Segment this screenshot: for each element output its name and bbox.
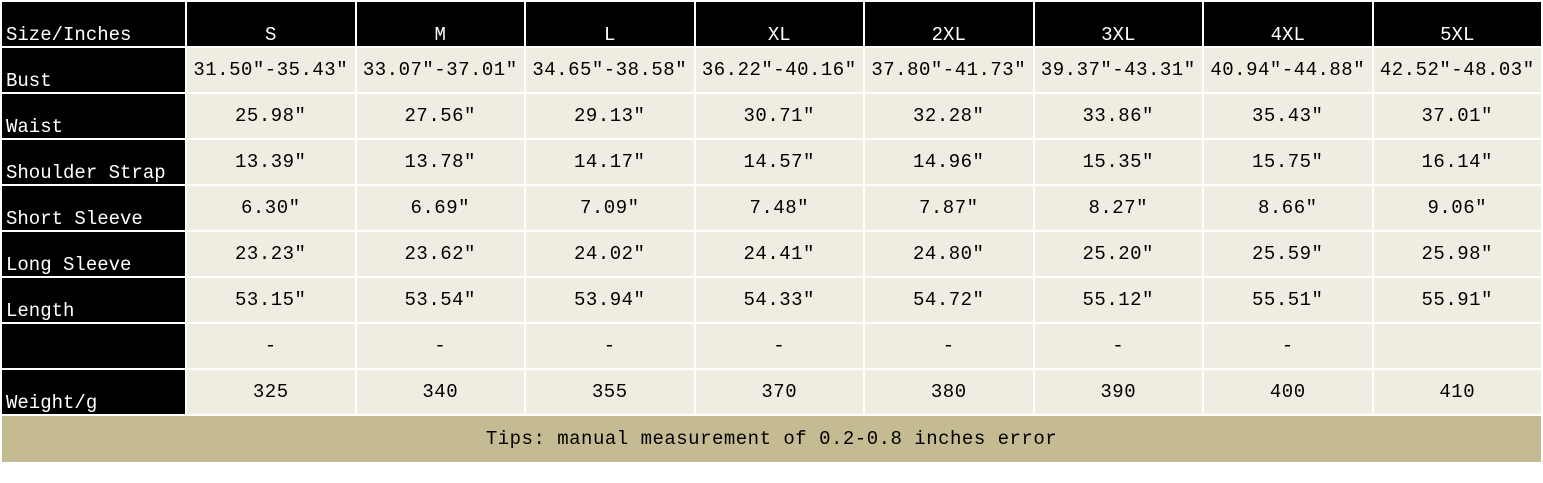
table-cell: 32.28″ bbox=[863, 92, 1035, 140]
table-cell: 24.02″ bbox=[524, 230, 696, 278]
table-cell: - bbox=[185, 322, 357, 370]
size-header: 2XL bbox=[863, 0, 1035, 48]
table-row: ------- bbox=[0, 322, 1543, 370]
table-cell: 355 bbox=[524, 368, 696, 416]
row-label: Shoulder Strap bbox=[0, 138, 187, 186]
table-cell: 370 bbox=[693, 368, 865, 416]
table-cell: 30.71″ bbox=[693, 92, 865, 140]
size-header: M bbox=[354, 0, 526, 48]
table-cell: 400 bbox=[1202, 368, 1374, 416]
table-cell: - bbox=[863, 322, 1035, 370]
table-cell: 390 bbox=[1032, 368, 1204, 416]
table-cell: 54.72″ bbox=[863, 276, 1035, 324]
table-row: Bust 31.50″-35.43″ 33.07″-37.01″ 34.65″-38.… bbox=[0, 46, 1543, 94]
table-row: Length 53.15″ 53.54″ 53.94″ 54.33″ 54.72″ 55.1… bbox=[0, 276, 1543, 324]
table-cell: 13.78″ bbox=[354, 138, 526, 186]
table-cell: 24.41″ bbox=[693, 230, 865, 278]
table-cell: 25.59″ bbox=[1202, 230, 1374, 278]
tips: Tips: manual measurement of 0.2-0.8 inch… bbox=[0, 414, 1543, 464]
table-cell: 25.98″ bbox=[1371, 230, 1543, 278]
table-row: Weight/g 325 340 355 370 380 390 400 410 bbox=[0, 368, 1543, 416]
row-label bbox=[0, 322, 187, 370]
table-cell: 55.51″ bbox=[1202, 276, 1374, 324]
table-row: Long Sleeve 23.23″ 23.62″ 24.02″ 24.41″ 24.80… bbox=[0, 230, 1543, 278]
tips-row: Tips: manual measurement of 0.2-0.8 inch… bbox=[0, 414, 1543, 464]
table-cell: - bbox=[524, 322, 696, 370]
table-cell: 29.13″ bbox=[524, 92, 696, 140]
table-cell: 15.75″ bbox=[1202, 138, 1374, 186]
table-cell: 23.23″ bbox=[185, 230, 357, 278]
size-header: S bbox=[185, 0, 357, 48]
table-cell: 7.09″ bbox=[524, 184, 696, 232]
size-table: Size/Inches S M L XL 2XL 3XL 4XL 5XL Bust 31.50″-3… bbox=[0, 0, 1543, 464]
row-label: Short Sleeve bbox=[0, 184, 187, 232]
table-cell: 8.66″ bbox=[1202, 184, 1374, 232]
table-row: Shoulder Strap 13.39″ 13.78″ 14.17″ 14.57″ 14… bbox=[0, 138, 1543, 186]
table-cell: 14.17″ bbox=[524, 138, 696, 186]
table-cell: 33.07″-37.01″ bbox=[354, 46, 526, 94]
table-cell: 14.57″ bbox=[693, 138, 865, 186]
table-cell: 410 bbox=[1371, 368, 1543, 416]
table-cell: 42.52″-48.03″ bbox=[1371, 46, 1543, 94]
table-cell: 8.27″ bbox=[1032, 184, 1204, 232]
table-cell: 25.20″ bbox=[1032, 230, 1204, 278]
table-cell: 23.62″ bbox=[354, 230, 526, 278]
table-cell: 31.50″-35.43″ bbox=[185, 46, 357, 94]
table-cell: - bbox=[693, 322, 865, 370]
table-cell: 39.37″-43.31″ bbox=[1032, 46, 1204, 94]
table-cell: 53.54″ bbox=[354, 276, 526, 324]
table-cell: 13.39″ bbox=[185, 138, 357, 186]
table-cell: - bbox=[354, 322, 526, 370]
table-row: Waist 25.98″ 27.56″ 29.13″ 30.71″ 32.28″ 33.86… bbox=[0, 92, 1543, 140]
table-cell: 55.12″ bbox=[1032, 276, 1204, 324]
table-cell: 14.96″ bbox=[863, 138, 1035, 186]
table-cell: - bbox=[1032, 322, 1204, 370]
size-header: XL bbox=[693, 0, 865, 48]
table-cell: 7.87″ bbox=[863, 184, 1035, 232]
table-cell: 55.91″ bbox=[1371, 276, 1543, 324]
table-cell: 53.94″ bbox=[524, 276, 696, 324]
table-cell: 6.69″ bbox=[354, 184, 526, 232]
table-cell: 15.35″ bbox=[1032, 138, 1204, 186]
row-label: Long Sleeve bbox=[0, 230, 187, 278]
table-cell: 380 bbox=[863, 368, 1035, 416]
table-cell: - bbox=[1202, 322, 1374, 370]
table-cell: 340 bbox=[354, 368, 526, 416]
size-header: 5XL bbox=[1371, 0, 1543, 48]
table-cell bbox=[1371, 322, 1543, 370]
table-cell: 35.43″ bbox=[1202, 92, 1374, 140]
size-header: 4XL bbox=[1202, 0, 1374, 48]
header-row: Size/Inches S M L XL 2XL 3XL 4XL 5XL bbox=[0, 0, 1543, 48]
size-header: 3XL bbox=[1032, 0, 1204, 48]
table-cell: 34.65″-38.58″ bbox=[524, 46, 696, 94]
table-cell: 16.14″ bbox=[1371, 138, 1543, 186]
table-cell: 9.06″ bbox=[1371, 184, 1543, 232]
table-row: Short Sleeve 6.30″ 6.69″ 7.09″ 7.48″ 7.87″ 8.2… bbox=[0, 184, 1543, 232]
table-cell: 40.94″-44.88″ bbox=[1202, 46, 1374, 94]
table-cell: 37.01″ bbox=[1371, 92, 1543, 140]
table-cell: 36.22″-40.16″ bbox=[693, 46, 865, 94]
table-cell: 54.33″ bbox=[693, 276, 865, 324]
table-cell: 33.86″ bbox=[1032, 92, 1204, 140]
row-label: Bust bbox=[0, 46, 187, 94]
size-header: L bbox=[524, 0, 696, 48]
table-cell: 25.98″ bbox=[185, 92, 357, 140]
table-cell: 6.30″ bbox=[185, 184, 357, 232]
table-cell: 24.80″ bbox=[863, 230, 1035, 278]
table-cell: 53.15″ bbox=[185, 276, 357, 324]
row-label: Weight/g bbox=[0, 368, 187, 416]
table-cell: 325 bbox=[185, 368, 357, 416]
corner-header: Size/Inches bbox=[0, 0, 187, 48]
table-cell: 27.56″ bbox=[354, 92, 526, 140]
table-cell: 37.80″-41.73″ bbox=[863, 46, 1035, 94]
row-label: Length bbox=[0, 276, 187, 324]
row-label: Waist bbox=[0, 92, 187, 140]
table-cell: 7.48″ bbox=[693, 184, 865, 232]
